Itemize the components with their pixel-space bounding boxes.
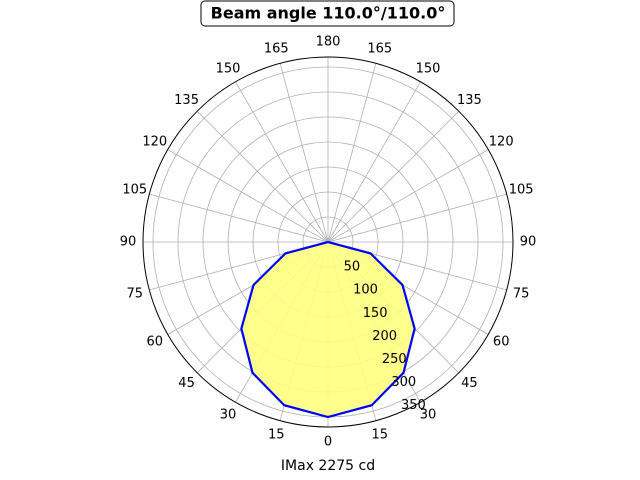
theta-tick-label: 120 [142, 135, 167, 150]
theta-tick-label: 105 [509, 183, 534, 198]
beam-line [240, 240, 416, 419]
beam-area [241, 242, 415, 417]
theta-tick-label: 30 [220, 408, 237, 423]
theta-tick-label: 15 [371, 428, 388, 443]
grid-spoke [327, 193, 507, 243]
grid-spoke [279, 63, 329, 243]
theta-tick-label: 105 [122, 183, 147, 198]
grid-spoke [327, 110, 460, 243]
r-tick-label: 50 [344, 260, 361, 275]
theta-tick-label: 120 [489, 135, 514, 150]
theta-tick-label: 90 [120, 235, 137, 250]
theta-tick-label: 45 [178, 376, 195, 391]
x-axis-label: IMax 2275 cd [281, 458, 375, 474]
theta-tick-label: 165 [367, 41, 392, 56]
grid-spoke [235, 81, 329, 243]
theta-tick-label: 30 [420, 408, 437, 423]
theta-tick-label: 180 [316, 35, 341, 50]
theta-tick-label: 60 [147, 335, 164, 350]
grid-spoke [327, 81, 421, 243]
chart-title: Beam angle 110.0°/110.0° [211, 4, 446, 23]
theta-tick-label: 45 [461, 376, 478, 391]
grid-spoke [196, 110, 329, 243]
theta-tick-label: 150 [416, 61, 441, 76]
title-box [200, 0, 455, 27]
theta-tick-label: 60 [493, 335, 510, 350]
grid-spoke [327, 63, 377, 243]
theta-tick-label: 135 [174, 93, 199, 108]
polar-frame [142, 56, 514, 428]
grid-spoke [149, 193, 329, 243]
theta-tick-label: 165 [264, 41, 289, 56]
r-tick-label: 250 [382, 352, 407, 367]
r-tick-label: 150 [363, 306, 388, 321]
r-tick-label: 300 [391, 375, 416, 390]
r-tick-label: 200 [372, 329, 397, 344]
grid-spoke [167, 149, 329, 243]
theta-tick-label: 75 [127, 286, 144, 301]
r-tick-label: 100 [353, 283, 378, 298]
theta-tick-label: 0 [324, 435, 332, 450]
theta-tick-label: 150 [216, 61, 241, 76]
theta-tick-label: 15 [268, 428, 285, 443]
grid-spoke [327, 149, 489, 243]
theta-tick-label: 90 [520, 235, 537, 250]
theta-tick-label: 75 [513, 286, 530, 301]
theta-tick-label: 135 [457, 93, 482, 108]
